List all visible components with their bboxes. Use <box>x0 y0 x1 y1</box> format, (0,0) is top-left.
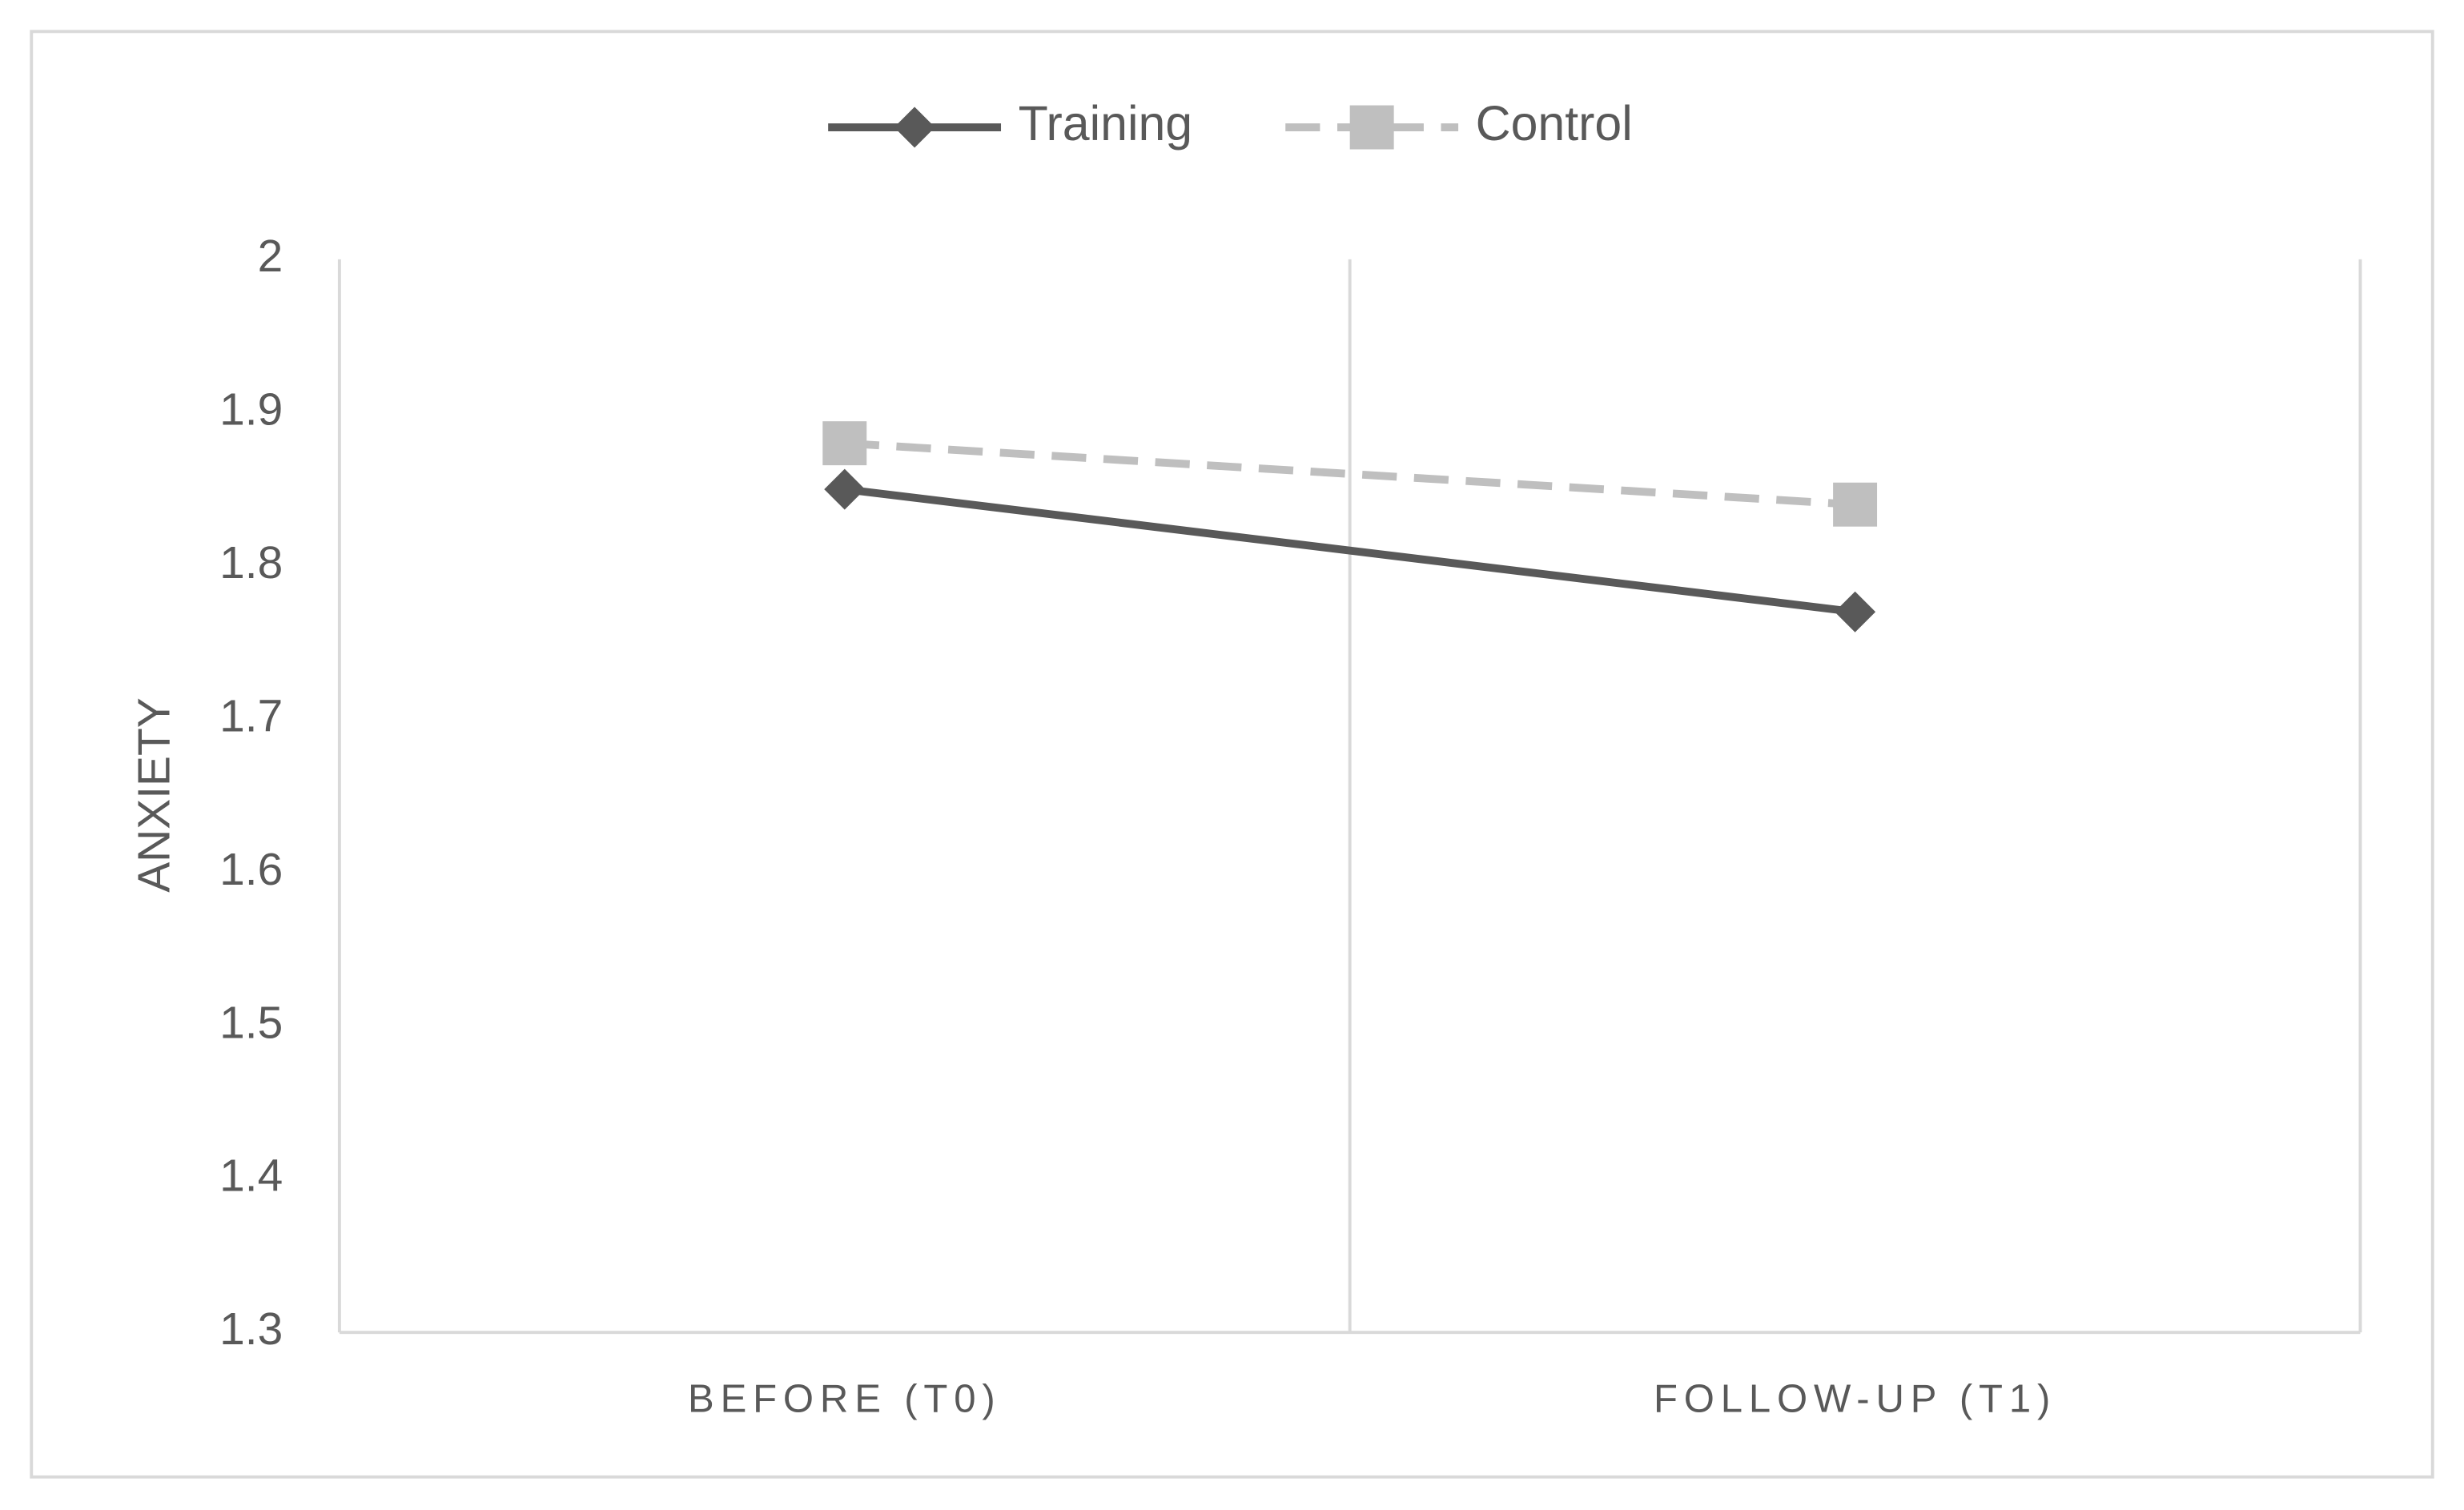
y-tick-label: 1.3 <box>219 1303 283 1355</box>
y-tick-label: 1.6 <box>219 844 283 895</box>
series-line <box>844 439 1855 509</box>
y-axis-label: ANXIETY <box>128 697 179 892</box>
y-tick-label: 1.4 <box>219 1151 283 1202</box>
legend-label: Training <box>1019 96 1193 151</box>
y-tick-label: 1.7 <box>219 690 283 741</box>
y-tick-label: 1.9 <box>219 384 283 435</box>
legend-marker <box>1349 105 1394 150</box>
marker <box>824 468 866 510</box>
marker <box>1835 591 1876 633</box>
x-tick-label: BEFORE (T0) <box>688 1377 1002 1420</box>
y-tick-label: 2 <box>258 231 283 282</box>
x-tick-label: FOLLOW-UP (T1) <box>1654 1377 2056 1420</box>
legend-label: Control <box>1476 96 1633 151</box>
y-tick-label: 1.8 <box>219 537 283 588</box>
series-line <box>844 485 1856 616</box>
marker <box>1833 482 1878 527</box>
y-tick-label: 1.5 <box>219 997 283 1048</box>
chart-border <box>30 30 2434 1479</box>
legend-marker <box>894 106 935 148</box>
marker <box>822 421 867 466</box>
